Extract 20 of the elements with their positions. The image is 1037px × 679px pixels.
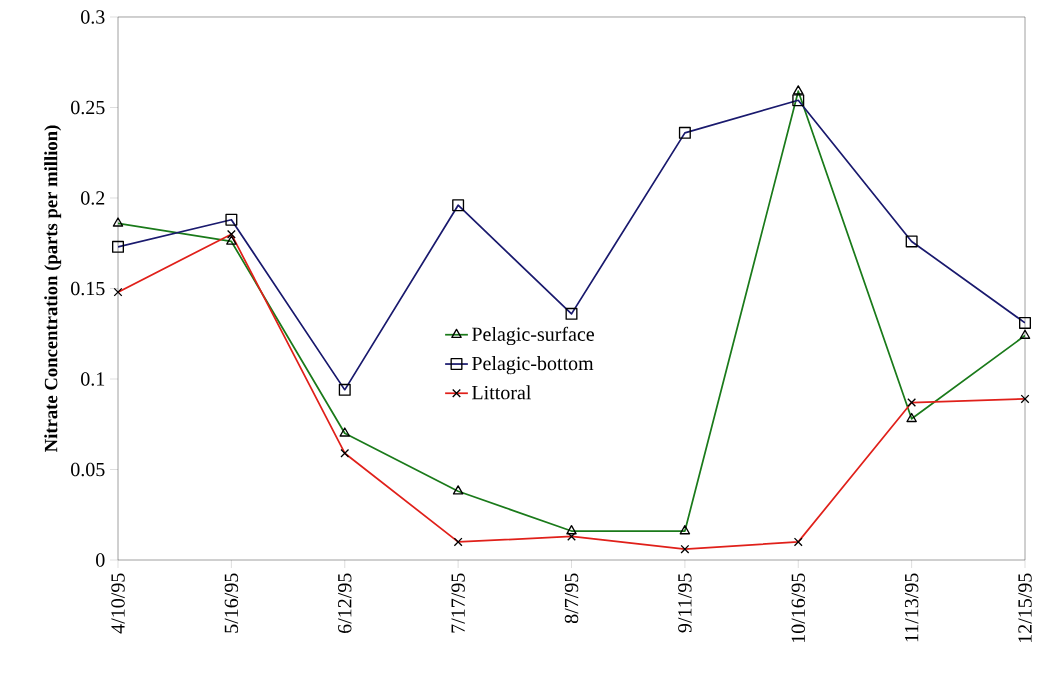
y-tick-label: 0 <box>96 553 105 567</box>
x-tick-label: 5/16/95 <box>224 573 239 633</box>
y-tick-label: 0.25 <box>71 100 105 115</box>
x-tick-label: 8/7/95 <box>564 573 579 624</box>
y-tick-label: 0.2 <box>81 191 105 205</box>
y-tick-label: 0.1 <box>81 372 105 386</box>
y-tick-label: 0.3 <box>81 10 105 24</box>
x-tick-label: 4/10/95 <box>111 573 125 634</box>
y-tick-label: 0.15 <box>71 281 105 296</box>
x-tick-label: 11/13/95 <box>904 573 919 642</box>
legend-label: Littoral <box>472 385 531 400</box>
x-tick-label: 10/16/95 <box>791 573 805 643</box>
y-tick-label: 0.05 <box>71 462 105 477</box>
legend-label: Pelagic-surface <box>472 326 594 346</box>
x-tick-label: 12/15/95 <box>1018 573 1032 643</box>
x-tick-label: 6/12/95 <box>338 573 352 633</box>
x-tick-label: 9/11/95 <box>678 573 692 633</box>
x-tick-label: 7/17/95 <box>451 573 465 633</box>
legend-label: Pelagic-bottom <box>472 356 594 375</box>
y-axis-title: Nitrate Concentration (parts per million) <box>44 125 62 452</box>
